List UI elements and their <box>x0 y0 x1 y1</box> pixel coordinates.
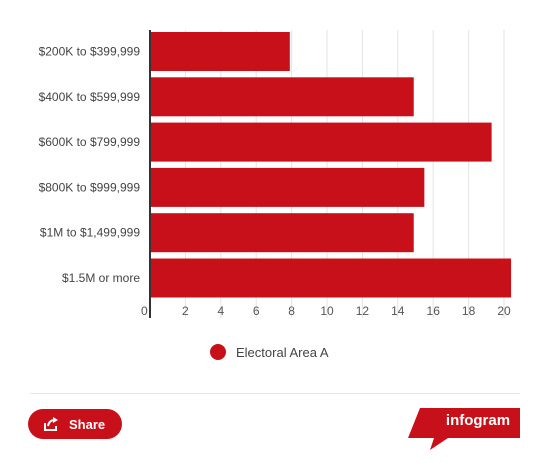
category-label: $1.5M or more <box>62 271 140 285</box>
x-tick-label: 20 <box>497 304 511 318</box>
category-label: $800K to $999,999 <box>39 180 141 194</box>
footer-divider <box>30 393 520 394</box>
bar <box>150 167 425 207</box>
bar <box>150 77 414 117</box>
x-tick-label: 10 <box>320 304 334 318</box>
share-label: Share <box>69 416 106 432</box>
x-tick-label: 12 <box>356 304 370 318</box>
category-label: $1M to $1,499,999 <box>40 226 140 240</box>
bar <box>150 258 512 298</box>
bars <box>150 32 512 298</box>
category-label: $400K to $599,999 <box>39 90 141 104</box>
x-tick-label: 2 <box>182 304 189 318</box>
x-tick-label: 0 <box>141 304 148 318</box>
category-labels: $200K to $399,999 $400K to $599,999 $600K … <box>39 45 141 286</box>
category-label: $600K to $799,999 <box>39 135 141 149</box>
category-label: $200K to $399,999 <box>39 45 141 59</box>
legend-label: Electoral Area A <box>236 344 329 360</box>
share-icon <box>42 415 60 433</box>
x-tick-label: 4 <box>217 304 224 318</box>
x-tick-label: 6 <box>253 304 260 318</box>
share-button[interactable]: Share <box>28 409 122 439</box>
infogram-logo-shape <box>408 408 520 450</box>
x-tick-labels: 0 2 4 6 8 10 12 14 16 18 20 <box>141 304 511 318</box>
x-tick-label: 16 <box>427 304 441 318</box>
legend-swatch <box>210 344 226 360</box>
x-tick-label: 8 <box>288 304 295 318</box>
x-tick-label: 14 <box>391 304 405 318</box>
bar-chart: $200K to $399,999 $400K to $599,999 $600K … <box>39 30 512 318</box>
bar <box>150 32 290 71</box>
bar <box>150 213 414 253</box>
x-tick-label: 18 <box>462 304 476 318</box>
bar <box>150 122 492 162</box>
infogram-label: infogram <box>445 412 511 429</box>
legend: Electoral Area A <box>210 342 329 362</box>
infogram-badge[interactable]: infogram <box>408 408 520 450</box>
